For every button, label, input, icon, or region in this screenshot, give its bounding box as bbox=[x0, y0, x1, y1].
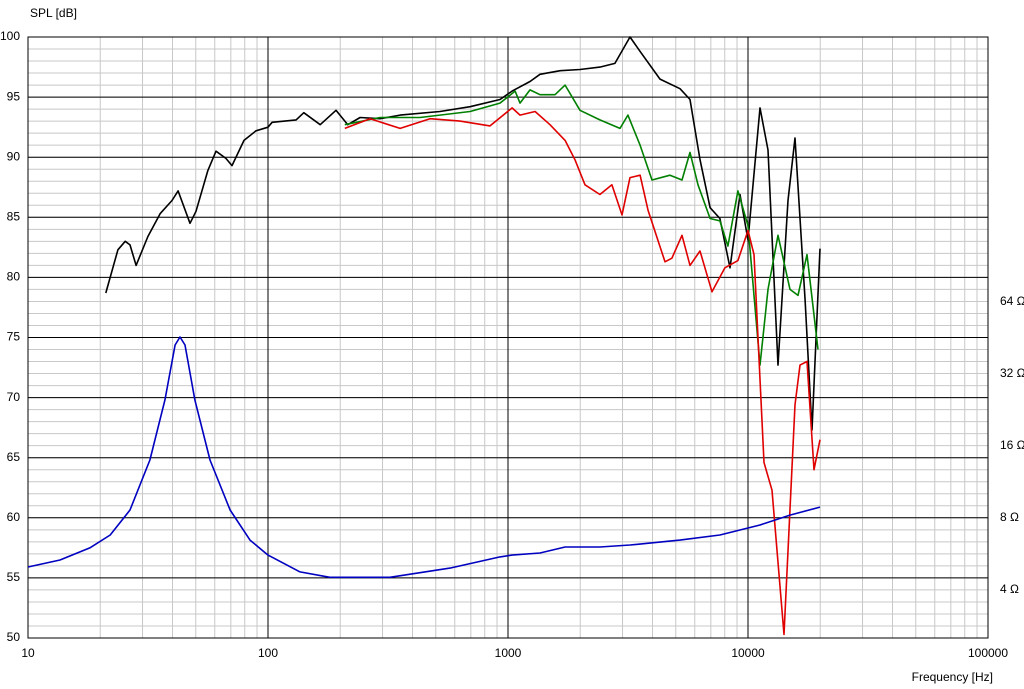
y2-tick-label: 32 Ω bbox=[1000, 366, 1024, 380]
y-tick-label: 60 bbox=[7, 510, 21, 524]
y-axis-label: SPL [dB] bbox=[30, 6, 77, 20]
y-tick-label: 70 bbox=[7, 390, 21, 404]
y-tick-label: 100 bbox=[0, 29, 20, 43]
x-tick-label: 1000 bbox=[495, 646, 522, 660]
x-tick-label: 10 bbox=[21, 646, 35, 660]
y-tick-label: 95 bbox=[7, 89, 21, 103]
y-tick-label: 55 bbox=[7, 570, 21, 584]
y2-tick-label: 8 Ω bbox=[1000, 510, 1019, 524]
y-tick-label: 50 bbox=[7, 630, 21, 644]
curve bbox=[105, 36, 821, 431]
y2-tick-label: 4 Ω bbox=[1000, 582, 1019, 596]
curve bbox=[27, 336, 821, 579]
plot-frame bbox=[27, 36, 989, 639]
x-tick-label: 100 bbox=[258, 646, 278, 660]
y-tick-label: 65 bbox=[7, 450, 21, 464]
y-tick-label: 75 bbox=[7, 330, 21, 344]
curve bbox=[344, 84, 819, 366]
y2-tick-label: 64 Ω bbox=[1000, 294, 1024, 308]
x-tick-label: 10000 bbox=[731, 646, 765, 660]
x-axis-label: Frequency [Hz] bbox=[912, 670, 993, 684]
y-tick-label: 85 bbox=[7, 209, 21, 223]
y-tick-label: 90 bbox=[7, 149, 21, 163]
y2-tick-label: 16 Ω bbox=[1000, 438, 1024, 452]
y-tick-label: 80 bbox=[7, 270, 21, 284]
curve bbox=[344, 107, 821, 636]
x-tick-label: 100000 bbox=[968, 646, 1008, 660]
